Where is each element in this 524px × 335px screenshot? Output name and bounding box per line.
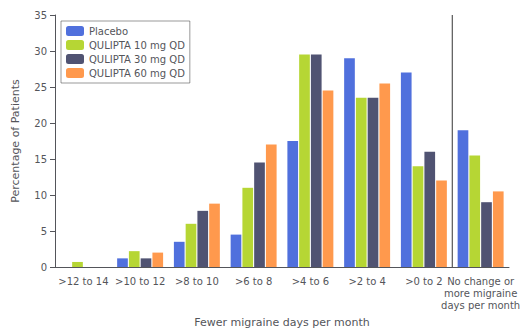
svg-text:QULIPTA 10 mg QD: QULIPTA 10 mg QD xyxy=(89,40,185,51)
svg-text:0: 0 xyxy=(41,262,47,273)
svg-text:20: 20 xyxy=(34,118,47,129)
svg-text:more migraine: more migraine xyxy=(444,288,517,299)
svg-text:No change or: No change or xyxy=(447,276,515,287)
svg-text:QULIPTA 60 mg QD: QULIPTA 60 mg QD xyxy=(89,68,185,79)
svg-text:25: 25 xyxy=(34,82,47,93)
svg-text:days per month: days per month xyxy=(441,300,520,311)
svg-text:>4 to 6: >4 to 6 xyxy=(292,276,330,287)
svg-text:>2 to 4: >2 to 4 xyxy=(348,276,386,287)
svg-text:35: 35 xyxy=(34,10,47,21)
svg-text:>6 to 8: >6 to 8 xyxy=(235,276,273,287)
svg-text:10: 10 xyxy=(34,190,47,201)
svg-text:Percentage of Patients: Percentage of Patients xyxy=(9,79,22,203)
svg-text:5: 5 xyxy=(41,226,47,237)
svg-text:Fewer migraine days per month: Fewer migraine days per month xyxy=(194,316,370,329)
svg-text:Placebo: Placebo xyxy=(89,26,128,37)
svg-text:>10 to 12: >10 to 12 xyxy=(115,276,165,287)
svg-text:>8 to 10: >8 to 10 xyxy=(175,276,219,287)
svg-text:>12 to 14: >12 to 14 xyxy=(58,276,108,287)
svg-text:30: 30 xyxy=(34,46,47,57)
svg-text:QULIPTA 30 mg QD: QULIPTA 30 mg QD xyxy=(89,54,185,65)
svg-text:>0 to 2: >0 to 2 xyxy=(405,276,443,287)
svg-text:15: 15 xyxy=(34,154,47,165)
